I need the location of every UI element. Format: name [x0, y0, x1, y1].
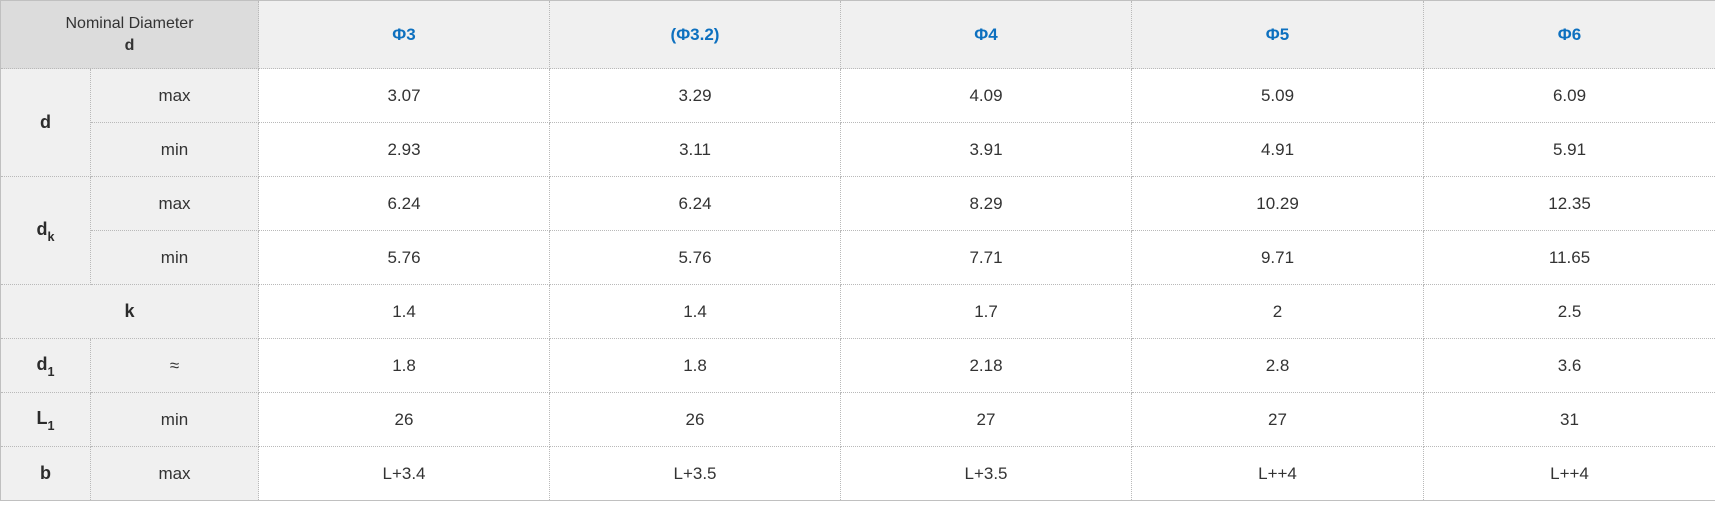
data-cell: L++4 — [1131, 446, 1425, 501]
data-cell: 2.93 — [258, 122, 551, 177]
data-cell: 8.29 — [840, 176, 1133, 231]
row-label-dk: dk — [0, 176, 91, 285]
corner-header: Nominal Diameter d — [0, 0, 260, 69]
column-header-5: Φ6 — [1423, 0, 1715, 69]
row-qualifier: min — [89, 122, 260, 177]
row-label-text: d — [40, 112, 51, 132]
table-row: min 5.76 5.76 7.71 9.71 11.65 — [1, 230, 1715, 285]
row-qualifier: min — [89, 230, 260, 285]
data-cell: 3.91 — [840, 122, 1133, 177]
data-cell: L+3.5 — [549, 446, 842, 501]
data-cell: 26 — [549, 392, 842, 447]
column-header-1: Φ3 — [258, 0, 551, 69]
table-row: L1 min 26 26 27 27 31 — [0, 392, 1715, 447]
data-cell: 2.8 — [1131, 338, 1425, 393]
table-row: dk max 6.24 6.24 8.29 10.29 12.35 — [0, 176, 1715, 285]
data-cell: 6.09 — [1423, 68, 1715, 123]
row-label-b: b — [0, 446, 91, 501]
row-qualifier: max — [89, 446, 260, 501]
data-cell: 3.6 — [1423, 338, 1715, 393]
row-label-L1: L1 — [0, 392, 91, 447]
row-label-text: k — [124, 301, 135, 321]
row-label-text: L — [36, 407, 48, 428]
table-row: b max L+3.4 L+3.5 L+3.5 L++4 L++4 — [0, 446, 1715, 501]
data-cell: 26 — [258, 392, 551, 447]
data-cell: 1.8 — [258, 338, 551, 393]
data-cell: 5.76 — [549, 230, 842, 285]
data-cell: 6.24 — [549, 176, 842, 231]
row-label-d: d — [0, 68, 91, 177]
row-label-d1: d1 — [0, 338, 91, 393]
data-cell: 10.29 — [1131, 176, 1425, 231]
table-row: k 1.4 1.4 1.7 2 2.5 — [0, 284, 1715, 339]
table-row: d max 3.07 3.29 4.09 5.09 6.09 — [0, 68, 1715, 177]
data-cell: 3.07 — [258, 68, 551, 123]
data-cell: 12.35 — [1423, 176, 1715, 231]
corner-title: Nominal Diameter — [65, 14, 194, 32]
data-cell: L+3.4 — [258, 446, 551, 501]
data-cell: 6.24 — [258, 176, 551, 231]
row-qualifier: min — [89, 392, 260, 447]
row-label-text: d — [36, 218, 48, 239]
data-cell: 4.09 — [840, 68, 1133, 123]
row-qualifier: max — [89, 176, 260, 231]
table-row: d1 ≈1.8 1.8 2.18 2.8 3.6 — [0, 338, 1715, 393]
row-label-k: k — [0, 284, 260, 339]
row-label-text: d — [36, 353, 48, 374]
data-cell: 27 — [840, 392, 1133, 447]
data-cell: 2.18 — [840, 338, 1133, 393]
data-cell: 9.71 — [1131, 230, 1425, 285]
data-cell: 3.29 — [549, 68, 842, 123]
data-cell: L+3.5 — [840, 446, 1133, 501]
row-qualifier: max — [89, 68, 260, 123]
row-label-text: b — [40, 463, 51, 483]
corner-subtitle: d — [124, 36, 135, 54]
data-cell: 1.8 — [549, 338, 842, 393]
data-cell: 4.91 — [1131, 122, 1425, 177]
table-row: min 2.93 3.11 3.91 4.91 5.91 — [1, 122, 1715, 177]
data-cell: L++4 — [1423, 446, 1715, 501]
data-cell: 2.5 — [1423, 284, 1715, 339]
data-cell: 1.4 — [258, 284, 551, 339]
data-cell: 11.65 — [1423, 230, 1715, 285]
column-header-3: Φ4 — [840, 0, 1133, 69]
data-cell: 7.71 — [840, 230, 1133, 285]
row-label-subscript: 1 — [47, 365, 55, 380]
column-header-4: Φ5 — [1131, 0, 1425, 69]
data-cell: 5.09 — [1131, 68, 1425, 123]
data-cell: 3.11 — [549, 122, 842, 177]
data-cell: 1.4 — [549, 284, 842, 339]
header-row: Nominal Diameter d Φ3 (Φ3.2) Φ4 Φ5 Φ6 — [0, 0, 1715, 69]
data-cell: 5.76 — [258, 230, 551, 285]
data-cell: 31 — [1423, 392, 1715, 447]
data-cell: 5.91 — [1423, 122, 1715, 177]
data-cell: 27 — [1131, 392, 1425, 447]
data-cell: 1.7 — [840, 284, 1133, 339]
column-header-2: (Φ3.2) — [549, 0, 842, 69]
row-label-subscript: 1 — [47, 419, 55, 434]
data-cell: 2 — [1131, 284, 1425, 339]
row-label-subscript: k — [47, 230, 55, 245]
row-qualifier: ≈ — [89, 338, 260, 393]
